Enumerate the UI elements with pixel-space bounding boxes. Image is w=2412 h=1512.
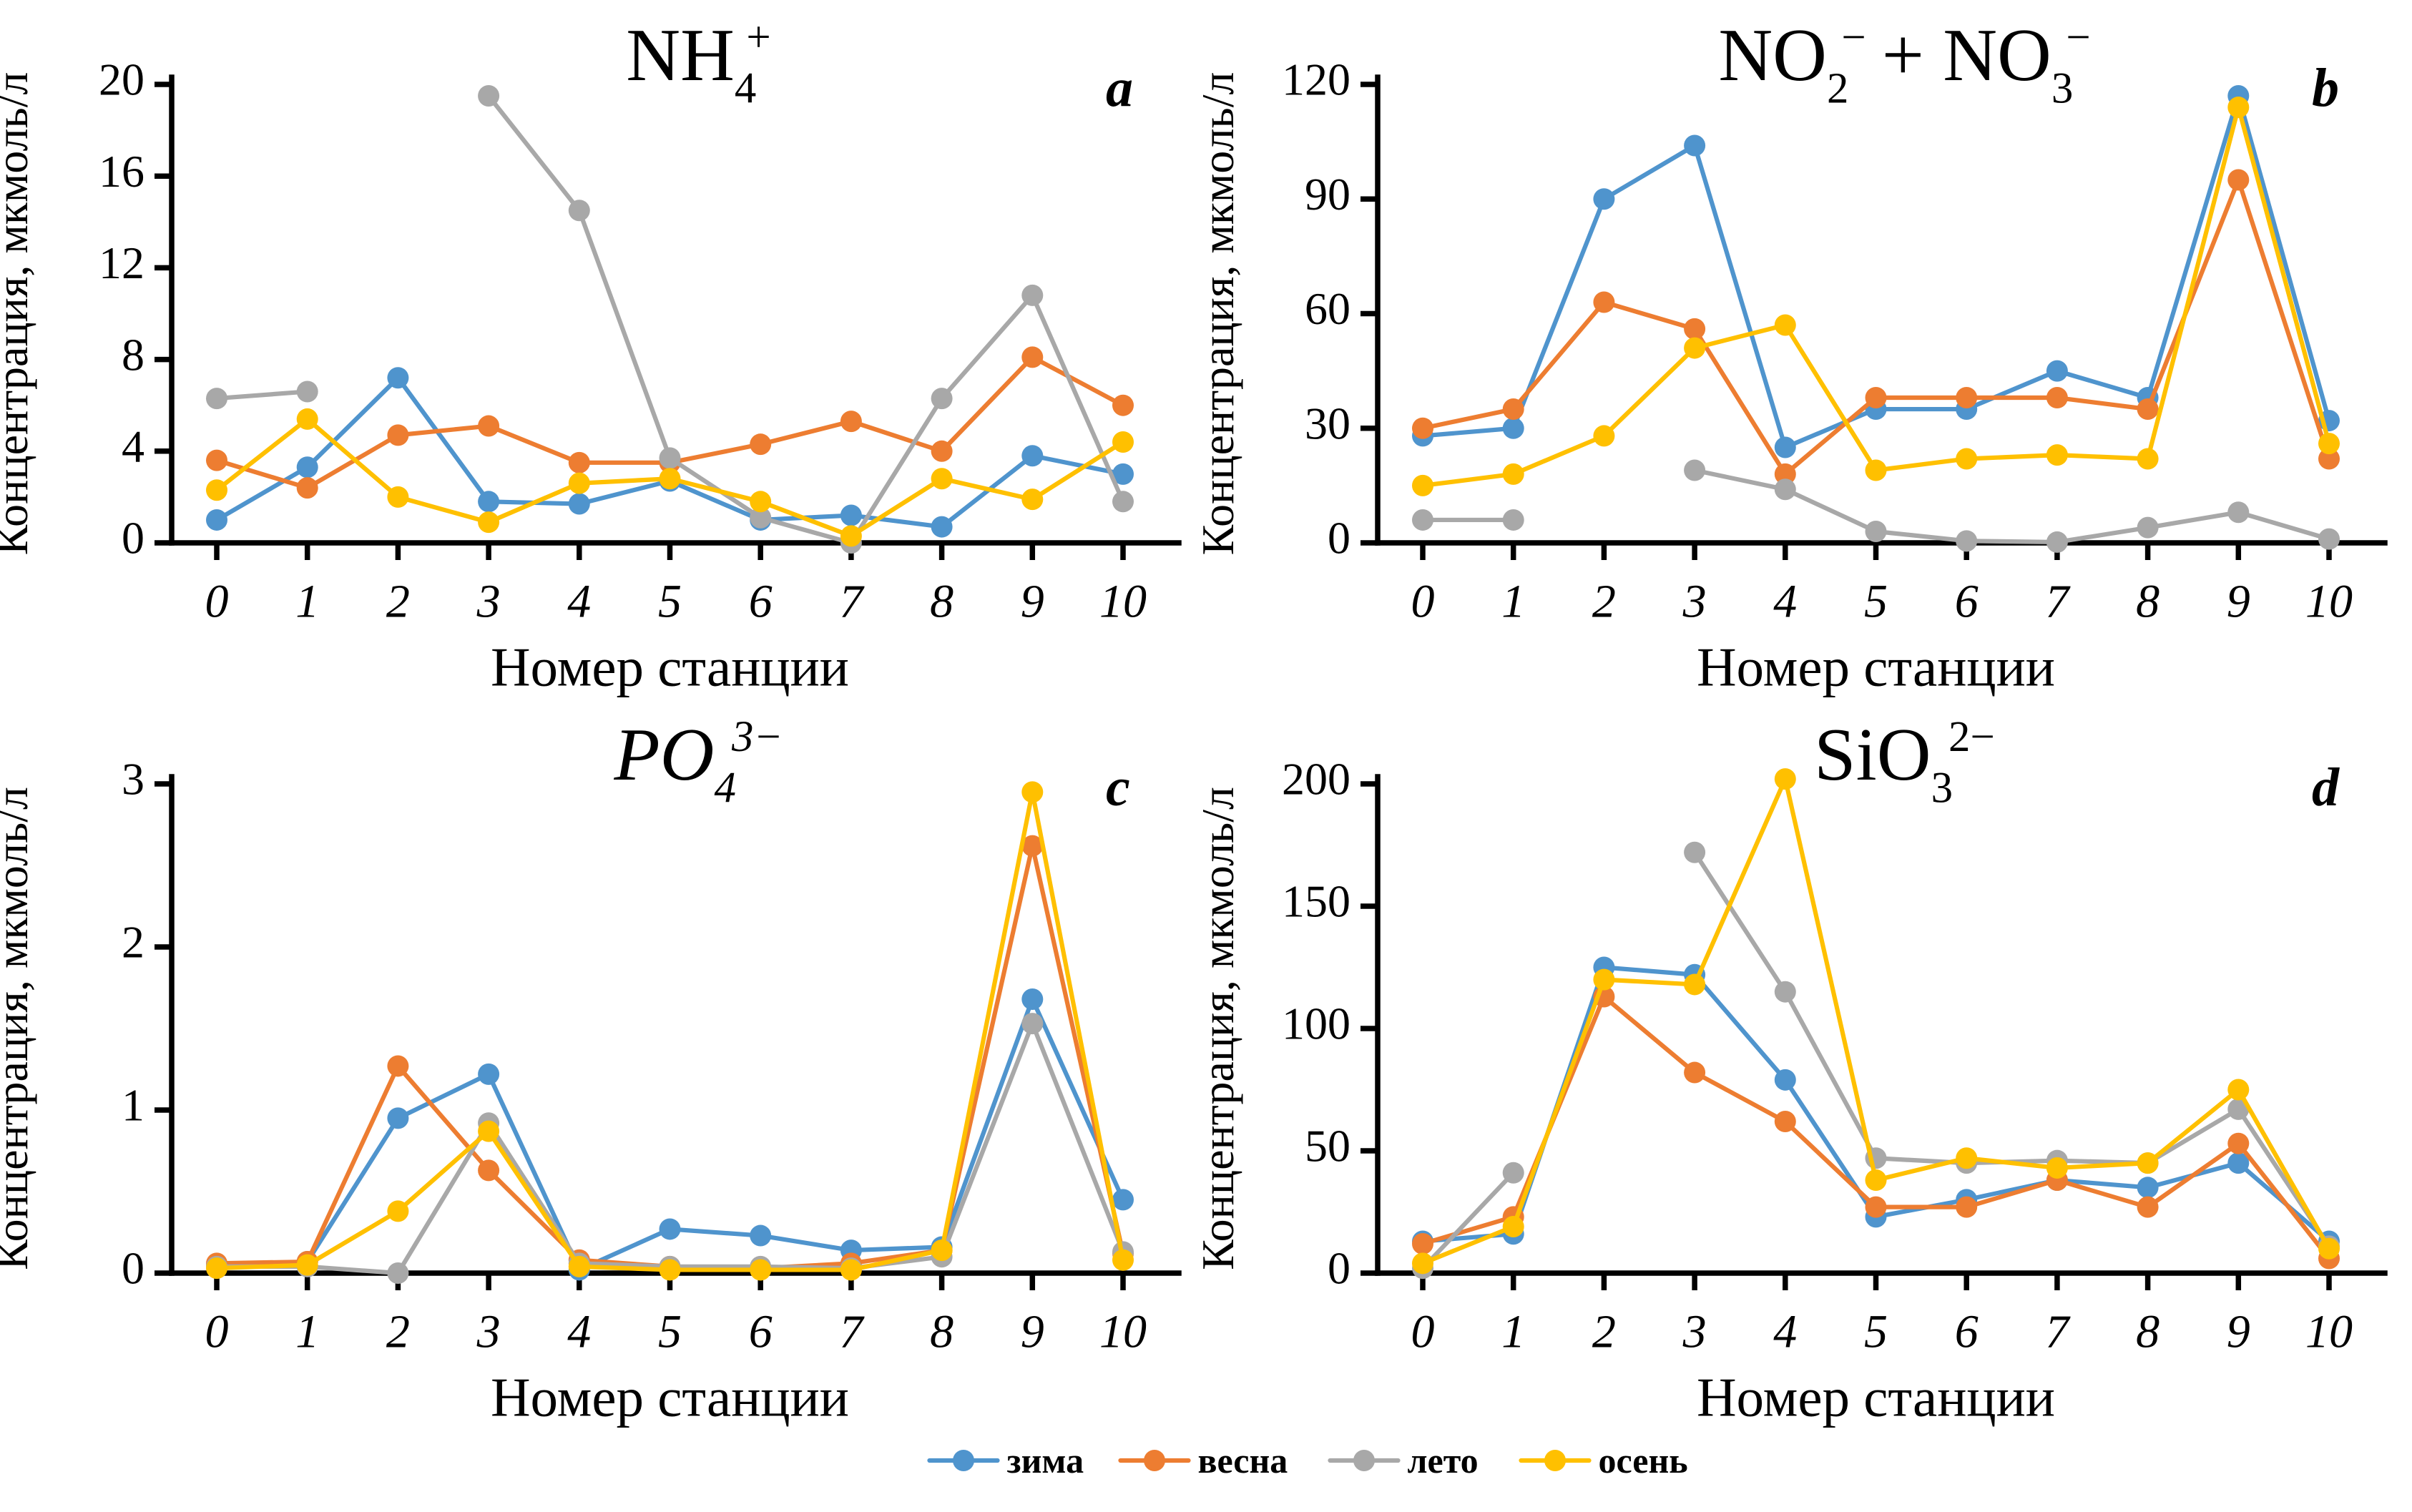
svg-text:4: 4 xyxy=(567,576,591,628)
svg-text:7: 7 xyxy=(2045,576,2071,628)
svg-text:4: 4 xyxy=(1773,1306,1797,1358)
svg-text:5: 5 xyxy=(1864,1306,1888,1358)
svg-text:8: 8 xyxy=(122,329,144,380)
svg-text:8: 8 xyxy=(2136,576,2159,628)
svg-text:7: 7 xyxy=(2045,1306,2071,1358)
svg-text:8: 8 xyxy=(930,1306,953,1358)
svg-text:9: 9 xyxy=(1021,1306,1044,1358)
svg-text:10: 10 xyxy=(1099,1306,1147,1358)
svg-text:весна: весна xyxy=(1198,1440,1288,1481)
svg-text:2: 2 xyxy=(1592,1306,1616,1358)
svg-text:b: b xyxy=(2312,58,2339,118)
svg-text:зима: зима xyxy=(1007,1440,1084,1481)
svg-text:0: 0 xyxy=(205,576,229,628)
svg-text:Концентрация, мкмоль/л: Концентрация, мкмоль/л xyxy=(1192,787,1243,1270)
svg-text:9: 9 xyxy=(2227,576,2250,628)
svg-text:3: 3 xyxy=(1682,576,1707,628)
svg-text:3: 3 xyxy=(122,754,144,805)
svg-text:30: 30 xyxy=(1305,398,1350,448)
svg-text:3: 3 xyxy=(1682,1306,1707,1358)
svg-text:2: 2 xyxy=(1592,576,1616,628)
svg-text:5: 5 xyxy=(658,576,682,628)
svg-text:1: 1 xyxy=(122,1080,144,1131)
svg-text:50: 50 xyxy=(1305,1121,1350,1172)
svg-text:5: 5 xyxy=(658,1306,682,1358)
svg-text:Концентрация, мкмоль/л: Концентрация, мкмоль/л xyxy=(1192,72,1243,556)
svg-text:20: 20 xyxy=(99,54,144,105)
svg-text:4: 4 xyxy=(1773,576,1797,628)
svg-text:12: 12 xyxy=(99,237,144,288)
svg-text:6: 6 xyxy=(1955,576,1979,628)
svg-text:c: c xyxy=(1106,757,1130,818)
svg-text:7: 7 xyxy=(839,576,865,628)
svg-text:90: 90 xyxy=(1305,169,1350,220)
svg-text:6: 6 xyxy=(749,1306,773,1358)
svg-text:4: 4 xyxy=(122,421,144,471)
svg-text:6: 6 xyxy=(749,576,773,628)
svg-text:60: 60 xyxy=(1305,283,1350,334)
svg-text:Концентрация, мкмоль/л: Концентрация, мкмоль/л xyxy=(0,787,37,1270)
svg-text:Концентрация, мкмоль/л: Концентрация, мкмоль/л xyxy=(0,72,37,556)
svg-text:Номер станции: Номер станции xyxy=(491,637,849,698)
svg-text:7: 7 xyxy=(839,1306,865,1358)
svg-text:9: 9 xyxy=(2227,1306,2250,1358)
svg-text:8: 8 xyxy=(2136,1306,2159,1358)
svg-text:3: 3 xyxy=(476,576,501,628)
svg-text:Номер станции: Номер станции xyxy=(491,1367,849,1428)
svg-text:0: 0 xyxy=(1411,1306,1435,1358)
svg-text:2: 2 xyxy=(386,576,410,628)
svg-text:6: 6 xyxy=(1955,1306,1979,1358)
svg-text:0: 0 xyxy=(1411,576,1435,628)
svg-text:осень: осень xyxy=(1599,1440,1688,1481)
svg-text:9: 9 xyxy=(1021,576,1044,628)
svg-text:1: 1 xyxy=(1501,576,1525,628)
svg-text:10: 10 xyxy=(2305,1306,2353,1358)
svg-text:8: 8 xyxy=(930,576,953,628)
svg-text:200: 200 xyxy=(1282,754,1350,805)
svg-text:10: 10 xyxy=(2305,576,2353,628)
svg-text:0: 0 xyxy=(1328,513,1350,564)
svg-text:4: 4 xyxy=(567,1306,591,1358)
svg-text:3: 3 xyxy=(476,1306,501,1358)
svg-text:1: 1 xyxy=(295,1306,319,1358)
svg-text:d: d xyxy=(2312,757,2340,818)
svg-text:0: 0 xyxy=(205,1306,229,1358)
svg-text:0: 0 xyxy=(1328,1243,1350,1294)
svg-text:a: a xyxy=(1106,58,1133,118)
svg-text:1: 1 xyxy=(1501,1306,1525,1358)
svg-text:5: 5 xyxy=(1864,576,1888,628)
svg-text:16: 16 xyxy=(99,146,144,197)
svg-text:Номер станции: Номер станции xyxy=(1697,1367,2055,1428)
svg-text:10: 10 xyxy=(1099,576,1147,628)
svg-text:2: 2 xyxy=(122,917,144,968)
svg-text:Номер станции: Номер станции xyxy=(1697,637,2055,698)
svg-text:лето: лето xyxy=(1408,1440,1479,1481)
svg-text:2: 2 xyxy=(386,1306,410,1358)
svg-text:0: 0 xyxy=(122,1243,144,1294)
svg-text:120: 120 xyxy=(1282,54,1350,105)
svg-text:0: 0 xyxy=(122,513,144,564)
svg-text:1: 1 xyxy=(295,576,319,628)
svg-text:150: 150 xyxy=(1282,876,1350,927)
svg-text:100: 100 xyxy=(1282,998,1350,1049)
